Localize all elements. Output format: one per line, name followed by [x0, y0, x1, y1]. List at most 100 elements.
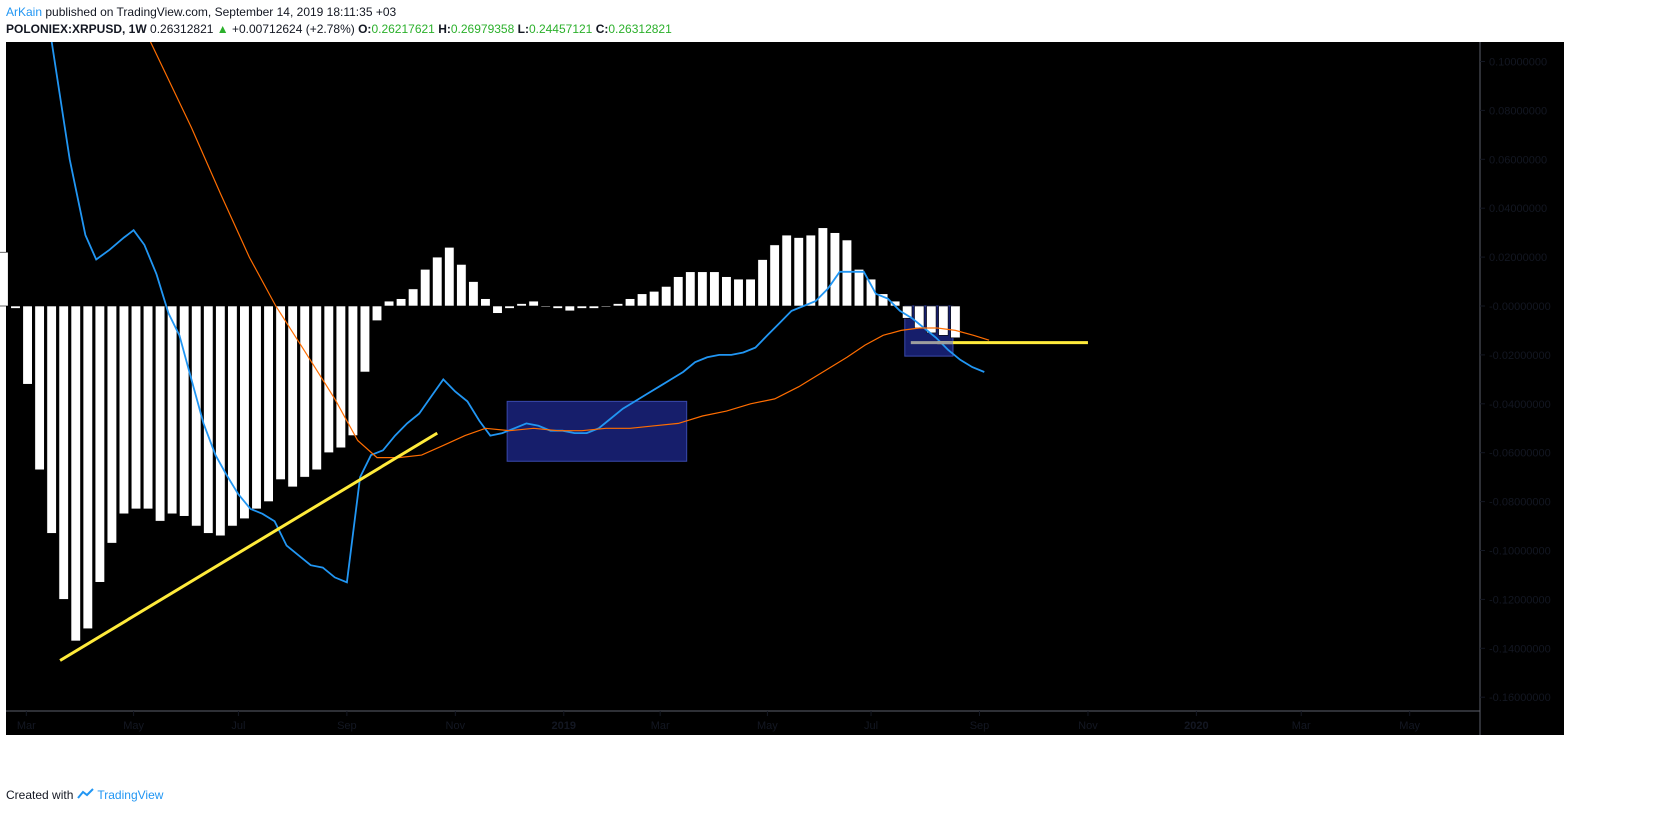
y-tick-label: -0.06000000: [1489, 448, 1551, 460]
indicator-lines: [50, 42, 990, 584]
histogram-bar: [624, 298, 636, 307]
histogram-bar: [950, 305, 961, 339]
yellow-trendline: [59, 431, 439, 662]
histogram-bar: [396, 298, 407, 307]
open-value: 0.26217621: [371, 22, 435, 36]
signal-line: [149, 42, 990, 459]
low-label: L:: [517, 22, 529, 36]
histogram-bar: [311, 305, 322, 471]
histogram-bar: [203, 305, 214, 534]
up-arrow-icon: ▲: [213, 22, 232, 36]
histogram-bar: [709, 271, 720, 307]
histogram-bar: [10, 305, 21, 309]
histogram-bar: [781, 234, 792, 307]
histogram-bar: [817, 227, 828, 307]
y-tick-label: 0.04000000: [1489, 203, 1547, 215]
histogram-bar: [793, 237, 804, 307]
histogram-bar: [22, 305, 33, 385]
y-tick-label: -0.04000000: [1489, 399, 1551, 411]
author-link[interactable]: ArKain: [6, 5, 43, 19]
histogram-bar: [287, 305, 298, 488]
histogram-bar: [0, 251, 9, 307]
histogram-bar: [685, 271, 696, 307]
histogram-bar: [227, 305, 238, 527]
histogram-bar: [504, 305, 515, 309]
histogram-bar: [661, 286, 672, 307]
histogram-bar: [576, 305, 587, 309]
histogram-bar: [612, 303, 624, 307]
tradingview-link[interactable]: TradingView: [97, 788, 164, 802]
histogram-bar: [600, 305, 612, 308]
histogram-bar: [167, 305, 178, 515]
histogram-bar: [335, 305, 346, 449]
ohlc-line: POLONIEX:XRPUSD, 1W 0.26312821 ▲ +0.0071…: [6, 21, 672, 38]
histogram-bar: [347, 305, 358, 436]
histogram-bar: [853, 269, 865, 307]
x-tick-label: Sep: [970, 720, 990, 732]
histogram-bar: [841, 239, 853, 307]
chart-header: ArKain published on TradingView.com, Sep…: [6, 4, 672, 38]
histogram-bar: [552, 305, 563, 309]
histogram-bar: [106, 305, 117, 544]
histogram-bar: [564, 305, 575, 312]
histogram-bar: [82, 305, 93, 630]
histogram-bar: [179, 305, 190, 517]
histogram-bar: [263, 305, 274, 502]
histogram-bar: [371, 305, 383, 321]
y-tick-label: 0.10000000: [1489, 57, 1547, 69]
histogram-bar: [649, 291, 660, 307]
high-value: 0.26979358: [450, 22, 515, 36]
price-change: +0.00712624 (+2.78%): [231, 22, 355, 36]
chart-footer: Created with TradingView: [6, 788, 163, 803]
y-tick-label: 0.02000000: [1489, 252, 1547, 264]
x-tick-label: Sep: [337, 720, 357, 732]
histogram-bar: [540, 305, 551, 308]
close-label: C:: [595, 22, 609, 36]
histogram-bar: [516, 303, 527, 307]
tradingview-logo-icon[interactable]: [77, 788, 95, 803]
histogram-bar: [130, 305, 142, 510]
histogram-bar: [588, 305, 599, 309]
histogram-bar: [359, 305, 371, 373]
highlight-box: [506, 400, 688, 462]
histogram-bar: [118, 305, 129, 515]
low-value: 0.24457121: [528, 22, 593, 36]
histogram-bar: [757, 259, 768, 307]
x-tick-label: Mar: [651, 720, 670, 732]
histogram-bar: [251, 305, 262, 510]
trendlines: [59, 341, 1088, 662]
x-tick-label: Nov: [446, 720, 466, 732]
histogram-bar: [383, 300, 395, 307]
x-tick-label: May: [757, 720, 778, 732]
histogram-bar: [480, 298, 491, 307]
histogram-bar: [673, 276, 684, 307]
histogram-bar: [769, 244, 780, 307]
x-tick-label: 2020: [1184, 720, 1208, 732]
histogram-bar: [215, 305, 226, 537]
histogram-bar: [299, 305, 310, 478]
x-tick-label: Jul: [231, 720, 245, 732]
x-tick-label: May: [1399, 720, 1420, 732]
histogram-bar: [408, 288, 419, 307]
symbol-label[interactable]: POLONIEX:XRPUSD, 1W: [6, 22, 147, 36]
last-price: 0.26312821: [150, 22, 214, 36]
histogram-bar: [745, 278, 756, 307]
y-tick-label: -0.02000000: [1489, 350, 1551, 362]
histogram-bar: [444, 247, 455, 307]
histogram-bar: [191, 305, 202, 527]
histogram-bar: [805, 234, 816, 307]
x-tick-label: Nov: [1078, 720, 1098, 732]
macd-line: [50, 42, 985, 584]
histogram-bar: [829, 232, 840, 307]
close-value: 0.26312821: [608, 22, 672, 36]
y-tick-label: 0.08000000: [1489, 105, 1547, 117]
y-tick-label: -0.14000000: [1489, 643, 1551, 655]
y-tick-label: -0.08000000: [1489, 497, 1551, 509]
histogram-bar: [528, 300, 539, 307]
y-tick-label: -0.00000000: [1489, 301, 1551, 313]
histogram-bar: [34, 305, 45, 471]
histogram-bar: [275, 305, 286, 480]
histogram-bar: [432, 256, 443, 307]
histogram-bar: [70, 305, 81, 642]
